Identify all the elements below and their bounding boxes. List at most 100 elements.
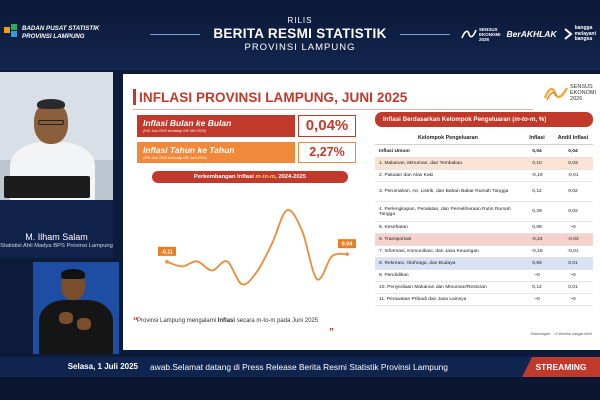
sensus-text-1: SENSUS — [479, 26, 498, 32]
table-title-post: , %) — [535, 116, 547, 123]
bangga-text-2: melayani — [574, 30, 596, 37]
partner-logos: SENSUS EKONOMI 2026 BerAKHLAK bangga mel… — [461, 25, 596, 43]
table-title: Inflasi Berdasarkan Kelompok Pengeluaran… — [375, 112, 593, 127]
glasses-icon — [38, 120, 64, 125]
cell-inflasi: 0,04 — [532, 148, 542, 154]
quote-bold: Inflasi — [217, 318, 236, 324]
cell-kelompok: 11. Perawatan Pribadi dan Jasa Lainnya — [379, 297, 467, 302]
data-label-last-text: 0,04 — [342, 242, 354, 248]
data-label-last-bg — [338, 239, 356, 249]
cell-andil: 0,04 — [568, 148, 578, 154]
presentation-slide: INFLASI PROVINSI LAMPUNG, JUNI 2025 SENS… — [123, 74, 600, 350]
ticker-text: awab.Selamat datang di Press Release Ber… — [150, 362, 448, 372]
table-title-pre: Inflasi Berdasarkan Kelompok Pengeluaran… — [383, 116, 515, 123]
bps-logo-icon — [4, 24, 17, 37]
org-name: BADAN PUSAT STATISTIK PROVINSI LAMPUNG — [22, 25, 99, 40]
table-header-row: Kelompok Pengeluaran Inflasi Andil Infla… — [375, 131, 593, 145]
table-row: 3. Perumahan, Air, Listrik, dan Bahan Ba… — [375, 182, 593, 202]
org-name-line2: PROVINSI LAMPUNG — [22, 32, 85, 40]
kpi-yoy-label: Inflasi Tahun ke Tahun — [143, 145, 235, 155]
cell-andil: -0,01 — [567, 249, 579, 254]
sensus-mark-icon — [461, 29, 477, 39]
data-label-first: -0,11 — [158, 246, 176, 256]
header-inflasi: Inflasi — [529, 134, 545, 141]
cell-kelompok: 2. Pakaian dan Alas Kaki — [379, 173, 434, 178]
cell-inflasi: 0,59 — [532, 261, 542, 266]
cell-andil: -0,01 — [567, 173, 579, 178]
presenter-head — [34, 102, 68, 144]
cell-kelompok: Inflasi Umum — [379, 148, 410, 154]
series-line — [166, 209, 348, 286]
bottom-strip — [0, 377, 600, 400]
kpi-yoy-value: 2,27% — [298, 142, 356, 163]
broadcast-header: BADAN PUSAT STATISTIK PROVINSI LAMPUNG R… — [0, 0, 600, 70]
title-accent-bar — [133, 89, 136, 105]
slide-sensus-logo: SENSUS EKONOMI 2026 — [544, 84, 596, 102]
cell-kelompok: 7. Informasi, Komunikasi, dan Jasa Keuan… — [379, 249, 479, 254]
cell-andil: ~0 — [570, 297, 576, 302]
cell-andil: ~0 — [570, 225, 576, 230]
berakhlak-logo: BerAKHLAK — [506, 29, 557, 40]
quote-post: secara m-to-m pada Juni 2025 — [235, 318, 319, 324]
cell-inflasi: ~0 — [534, 273, 540, 278]
title-underline — [133, 109, 533, 110]
sensus-text-3: 2026 — [479, 36, 490, 42]
table-row: 11. Perawatan Pribadi dan Jasa Lainnya ~0… — [375, 294, 593, 306]
table-row: 5. Kesehatan 0,08 ~0 — [375, 222, 593, 234]
cell-inflasi: 0,12 — [532, 285, 542, 290]
table-row: 2. Pakaian dan Alas Kaki -0,19 -0,01 — [375, 170, 593, 182]
chart-title: Perkembangan Inflasi m-to-m, 2024-2025 — [152, 171, 348, 183]
header-kelompok: Kelompok Pengeluaran — [418, 134, 478, 141]
chart-title-pre: Perkembangan Inflasi — [193, 174, 256, 180]
sensus-text-2: EKONOMI — [479, 31, 501, 37]
streaming-badge: STREAMING — [522, 357, 600, 377]
bangga-melayani-logo: bangga melayani bangsa — [563, 25, 596, 43]
cell-andil: 0,02 — [568, 189, 578, 194]
cell-inflasi: 0,12 — [532, 189, 542, 194]
quote-close-icon: ” — [329, 327, 334, 338]
table-row: 8. Rekreasi, Olahraga, dan Budaya 0,59 0,0… — [375, 258, 593, 270]
cell-inflasi: 0,08 — [532, 225, 542, 230]
cell-andil: -0,03 — [567, 237, 579, 242]
bangga-text-3: bangsa — [574, 36, 593, 42]
inflation-line-chart: -0,11 0,04 — [158, 209, 356, 286]
table-row: 1. Makanan, Minuman, dan Tembakau 0,10 0,0… — [375, 158, 593, 170]
chart-title-em: m-to-m — [255, 174, 276, 180]
sign-language-interpreter-video — [33, 262, 119, 354]
data-label-first-bg — [158, 246, 176, 256]
slide-sensus-text-2: EKONOMI — [570, 90, 596, 96]
cell-andil: 0,02 — [568, 209, 578, 214]
org-name-line1: BADAN PUSAT STATISTIK — [22, 25, 100, 32]
header-divider-left — [150, 34, 200, 35]
table-note: Keterangan : ~0 bernilai sangat kecil — [530, 332, 592, 336]
laptop-icon — [4, 176, 90, 198]
data-label-last: 0,04 — [338, 239, 356, 249]
cell-kelompok: 4. Perlengkapan, Peralatan, dan Pemeliha… — [379, 206, 511, 217]
cell-inflasi: -0,19 — [531, 173, 543, 178]
news-ticker: Selasa, 1 Juli 2025 awab.Selamat datang … — [0, 357, 600, 377]
interpreter-body — [39, 300, 113, 354]
quote-pre: Provinsi Lampung mengalami — [137, 318, 218, 324]
presenter-caption — [0, 200, 113, 258]
presenter-role: Statistisi Ahli Madya BPS Provinsi Lampu… — [0, 243, 113, 249]
table-row: 4. Perlengkapan, Peralatan, dan Pemeliha… — [375, 202, 593, 222]
broadcast-title: BERITA RESMI STATISTIK — [213, 26, 387, 41]
hand-icon — [59, 312, 73, 324]
slide-sensus-text-3: 2026 — [570, 96, 583, 102]
cell-andil: 0,01 — [568, 285, 578, 290]
broadcast-subtitle: PROVINSI LAMPUNG — [244, 42, 356, 53]
inflation-group-table: Kelompok Pengeluaran Inflasi Andil Infla… — [375, 131, 593, 306]
bangga-text-1: bangga — [574, 25, 593, 31]
cell-inflasi: ~0 — [534, 297, 540, 302]
ticker-date: Selasa, 1 Juli 2025 — [67, 362, 138, 371]
table-row: 10. Penyediaan Makanan dan Minuman/Resto… — [375, 282, 593, 294]
bangga-mark-icon — [563, 28, 573, 41]
interpreter-hair — [61, 269, 85, 279]
data-label-first-text: -0,11 — [161, 249, 173, 255]
hand-icon — [77, 318, 91, 330]
cell-kelompok: 5. Kesehatan — [379, 225, 408, 230]
rilis-label: RILIS — [287, 16, 313, 25]
data-point — [345, 252, 349, 256]
kpi-mtm-value: 0,04% — [298, 115, 356, 137]
sensus-mark-icon — [544, 87, 569, 101]
